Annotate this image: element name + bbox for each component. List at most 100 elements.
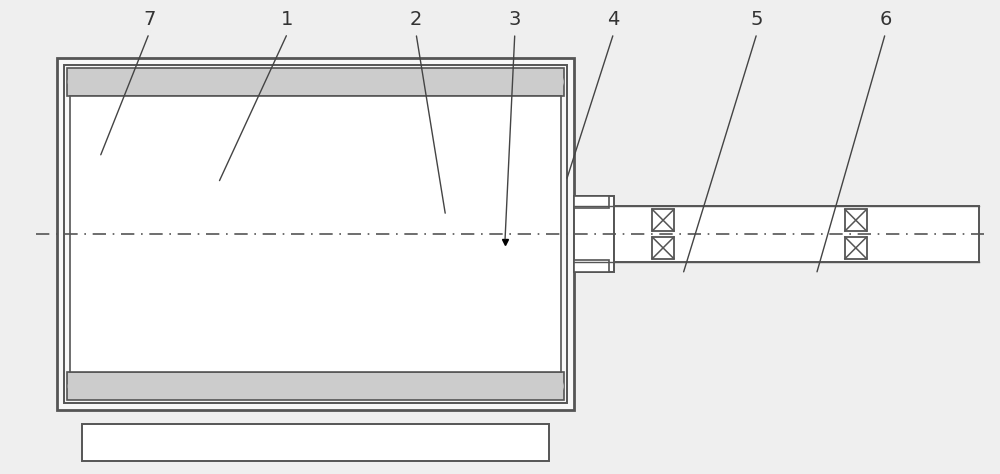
Circle shape (356, 70, 379, 94)
Circle shape (379, 70, 402, 94)
Circle shape (80, 374, 103, 398)
Bar (614, 206, 979, 262)
Text: 4: 4 (607, 10, 620, 29)
Text: 7: 7 (143, 10, 155, 29)
Circle shape (448, 70, 471, 94)
Circle shape (287, 374, 310, 398)
Circle shape (114, 374, 138, 398)
Circle shape (494, 374, 517, 398)
Circle shape (505, 374, 529, 398)
Circle shape (367, 374, 391, 398)
Circle shape (321, 374, 345, 398)
Circle shape (459, 374, 483, 398)
Bar (57, 58, 574, 410)
Circle shape (172, 70, 195, 94)
Text: 1: 1 (281, 10, 294, 29)
Circle shape (505, 70, 529, 94)
Circle shape (321, 70, 345, 94)
Circle shape (425, 70, 448, 94)
Circle shape (68, 374, 92, 398)
Circle shape (436, 70, 460, 94)
Circle shape (528, 70, 552, 94)
Bar (845, 237, 867, 259)
Circle shape (80, 70, 103, 94)
Circle shape (91, 70, 115, 94)
Circle shape (482, 374, 506, 398)
Circle shape (91, 374, 115, 398)
Circle shape (471, 374, 494, 398)
Circle shape (517, 70, 540, 94)
Circle shape (413, 374, 437, 398)
Circle shape (183, 70, 207, 94)
Text: 5: 5 (751, 10, 763, 29)
Circle shape (459, 70, 483, 94)
Bar (652, 210, 674, 231)
Circle shape (390, 70, 414, 94)
Circle shape (126, 374, 149, 398)
Bar (70, 96, 561, 373)
Circle shape (229, 374, 253, 398)
Circle shape (160, 70, 184, 94)
Circle shape (206, 374, 230, 398)
Circle shape (494, 70, 517, 94)
Circle shape (172, 374, 195, 398)
Circle shape (195, 70, 218, 94)
Circle shape (402, 374, 425, 398)
Text: 6: 6 (879, 10, 892, 29)
Circle shape (241, 70, 264, 94)
Circle shape (103, 70, 126, 94)
Circle shape (540, 70, 563, 94)
Circle shape (482, 70, 506, 94)
Circle shape (448, 374, 471, 398)
Circle shape (114, 70, 138, 94)
Circle shape (241, 374, 264, 398)
Circle shape (413, 70, 437, 94)
Circle shape (264, 374, 287, 398)
Circle shape (137, 374, 161, 398)
Circle shape (103, 374, 126, 398)
Circle shape (402, 70, 425, 94)
Circle shape (218, 374, 241, 398)
Circle shape (252, 374, 276, 398)
Bar (652, 237, 674, 259)
Circle shape (379, 374, 402, 398)
Circle shape (183, 374, 207, 398)
Circle shape (149, 374, 172, 398)
Circle shape (517, 374, 540, 398)
Bar (574, 197, 609, 209)
Circle shape (367, 70, 391, 94)
Circle shape (310, 70, 333, 94)
Circle shape (298, 374, 322, 398)
Circle shape (425, 374, 448, 398)
Circle shape (195, 374, 218, 398)
Circle shape (160, 374, 184, 398)
Bar (67, 68, 564, 96)
Circle shape (298, 70, 322, 94)
Circle shape (344, 70, 368, 94)
Bar (574, 197, 614, 272)
Circle shape (218, 70, 241, 94)
Circle shape (68, 70, 92, 94)
Bar (82, 424, 549, 461)
Circle shape (229, 70, 253, 94)
Circle shape (126, 70, 149, 94)
Circle shape (264, 70, 287, 94)
Circle shape (344, 374, 368, 398)
Bar (67, 373, 564, 400)
Circle shape (390, 374, 414, 398)
Text: 2: 2 (410, 10, 422, 29)
Circle shape (287, 70, 310, 94)
Circle shape (540, 374, 563, 398)
Circle shape (137, 70, 161, 94)
Circle shape (310, 374, 333, 398)
Circle shape (275, 70, 299, 94)
Circle shape (333, 70, 356, 94)
Circle shape (528, 374, 552, 398)
Circle shape (252, 70, 276, 94)
Circle shape (356, 374, 379, 398)
Circle shape (333, 374, 356, 398)
Bar (845, 210, 867, 231)
Bar (574, 260, 609, 272)
Circle shape (206, 70, 230, 94)
Circle shape (436, 374, 460, 398)
